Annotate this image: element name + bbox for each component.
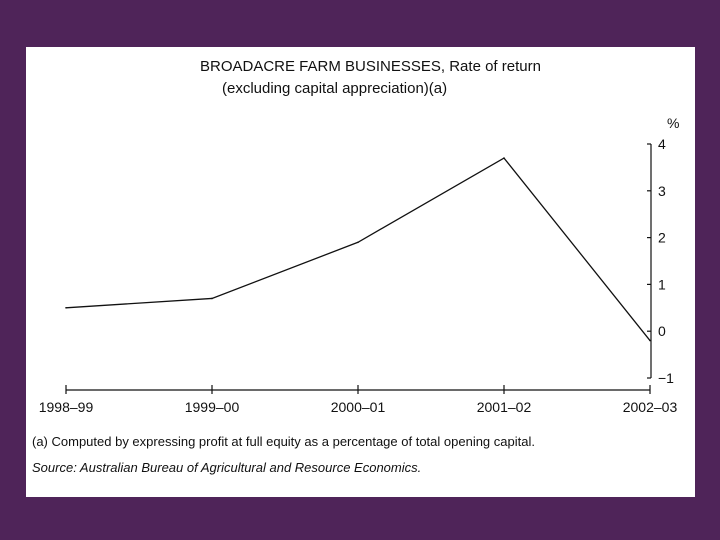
x-tick-label: 2000–01 [331, 399, 386, 415]
chart-subtitle: (excluding capital appreciation)(a) [222, 80, 447, 97]
chart-title: BROADACRE FARM BUSINESSES, Rate of retur… [200, 58, 541, 75]
x-tick-label: 2002–03 [623, 399, 678, 415]
series-group [65, 157, 651, 342]
y-axis-unit-label: % [667, 115, 679, 131]
data-point [357, 241, 359, 244]
data-point [503, 157, 505, 159]
data-point [649, 339, 651, 342]
data-point [65, 307, 67, 309]
series-line [65, 157, 651, 341]
x-tick-label: 2001–02 [477, 399, 532, 415]
axes: 1998–99 1999–00 2000–01 2001–02 2002–03 4 3 2 1 0… [39, 136, 678, 415]
y-tick-label: 2 [658, 230, 666, 246]
y-tick-label: 0 [658, 323, 666, 339]
source-note: Source: Australian Bureau of Agricultura… [32, 460, 421, 475]
y-tick-label: 4 [658, 136, 666, 152]
y-tick-label: −1 [658, 370, 674, 386]
y-tick-label: 1 [658, 276, 666, 292]
x-tick-label: 1998–99 [39, 399, 94, 415]
data-point [211, 297, 213, 300]
chart-panel: BROADACRE FARM BUSINESSES, Rate of retur… [26, 47, 695, 497]
line-chart: BROADACRE FARM BUSINESSES, Rate of retur… [32, 58, 679, 475]
y-tick-label: 3 [658, 183, 666, 199]
footnote: (a) Computed by expressing profit at ful… [32, 434, 535, 449]
x-tick-label: 1999–00 [185, 399, 240, 415]
